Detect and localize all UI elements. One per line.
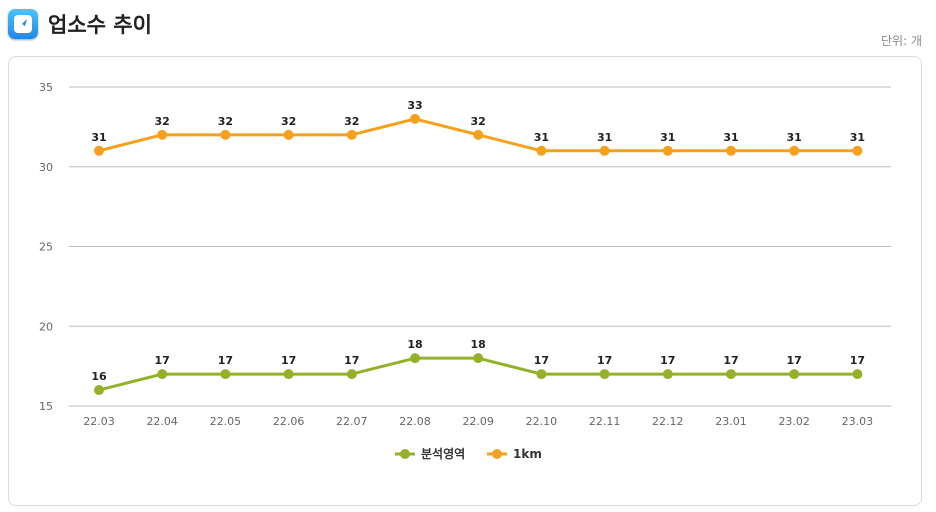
data-point xyxy=(220,369,231,380)
x-tick-label: 23.01 xyxy=(715,415,747,428)
data-point xyxy=(599,145,610,156)
data-label: 17 xyxy=(850,354,865,367)
data-label: 31 xyxy=(597,131,612,144)
x-tick-label: 22.04 xyxy=(146,415,178,428)
data-point xyxy=(473,129,484,140)
x-tick-label: 22.07 xyxy=(336,415,368,428)
data-label: 32 xyxy=(218,115,233,128)
data-point xyxy=(94,145,104,156)
data-label: 17 xyxy=(218,354,233,367)
data-label: 17 xyxy=(534,354,549,367)
data-label: 31 xyxy=(787,131,802,144)
legend-label: 분석영역 xyxy=(421,446,465,461)
data-point xyxy=(157,129,168,140)
y-tick-label: 35 xyxy=(39,81,53,94)
data-label: 31 xyxy=(91,131,106,144)
x-tick-label: 22.11 xyxy=(589,415,621,428)
data-label: 31 xyxy=(850,131,865,144)
data-point xyxy=(536,145,547,156)
data-label: 17 xyxy=(787,354,802,367)
page-title: 업소수 추이 xyxy=(48,13,152,37)
data-label: 17 xyxy=(155,354,170,367)
data-label: 32 xyxy=(281,115,296,128)
data-point xyxy=(789,145,800,156)
legend-marker xyxy=(492,449,502,459)
x-tick-label: 22.03 xyxy=(83,415,115,428)
data-label: 31 xyxy=(723,131,738,144)
x-tick-label: 22.09 xyxy=(462,415,494,428)
data-point xyxy=(726,369,736,380)
app-logo-icon xyxy=(8,9,38,39)
data-label: 18 xyxy=(471,338,486,351)
data-point xyxy=(94,385,104,396)
x-tick-label: 22.10 xyxy=(526,415,558,428)
y-tick-label: 30 xyxy=(39,161,53,174)
data-label: 17 xyxy=(660,354,675,367)
data-point xyxy=(536,369,547,380)
y-tick-label: 15 xyxy=(39,400,53,413)
chart-card: 15 20 25 30 35 22.03 22.04 22.05 22.06 22.07 22.08… xyxy=(8,56,922,506)
data-label: 32 xyxy=(344,115,359,128)
legend-label: 1km xyxy=(513,447,542,461)
legend-marker xyxy=(400,449,410,459)
x-tick-label: 22.12 xyxy=(652,415,684,428)
data-point xyxy=(599,369,610,380)
data-point xyxy=(852,145,863,156)
x-tick-label: 23.03 xyxy=(842,415,874,428)
y-tick-label: 20 xyxy=(39,320,53,333)
data-label: 17 xyxy=(281,354,296,367)
data-point xyxy=(220,129,231,140)
y-tick-label: 25 xyxy=(39,241,53,254)
data-point xyxy=(789,369,800,380)
data-point xyxy=(410,353,420,364)
data-point xyxy=(852,369,863,380)
data-point xyxy=(346,129,357,140)
data-point xyxy=(662,369,673,380)
data-point xyxy=(410,113,420,124)
data-label: 33 xyxy=(407,99,422,112)
data-point xyxy=(346,369,357,380)
data-point xyxy=(157,369,168,380)
data-point xyxy=(473,353,484,364)
data-label: 32 xyxy=(471,115,486,128)
data-label: 17 xyxy=(597,354,612,367)
data-label: 17 xyxy=(344,354,359,367)
header: 업소수 추이 xyxy=(8,6,152,42)
line-chart: 15 20 25 30 35 22.03 22.04 22.05 22.06 22.07 22.08… xyxy=(39,81,891,461)
x-tick-label: 22.05 xyxy=(210,415,242,428)
data-label: 31 xyxy=(534,131,549,144)
x-tick-label: 22.06 xyxy=(273,415,305,428)
data-label: 31 xyxy=(660,131,675,144)
data-label: 17 xyxy=(723,354,738,367)
data-label: 18 xyxy=(407,338,422,351)
data-point xyxy=(283,129,294,140)
x-tick-label: 22.08 xyxy=(399,415,431,428)
unit-label: 단위: 개 xyxy=(881,34,922,48)
data-point xyxy=(283,369,294,380)
data-label: 32 xyxy=(155,115,170,128)
x-tick-label: 23.02 xyxy=(778,415,810,428)
data-point xyxy=(662,145,673,156)
data-label: 16 xyxy=(91,370,107,383)
data-point xyxy=(726,145,736,156)
